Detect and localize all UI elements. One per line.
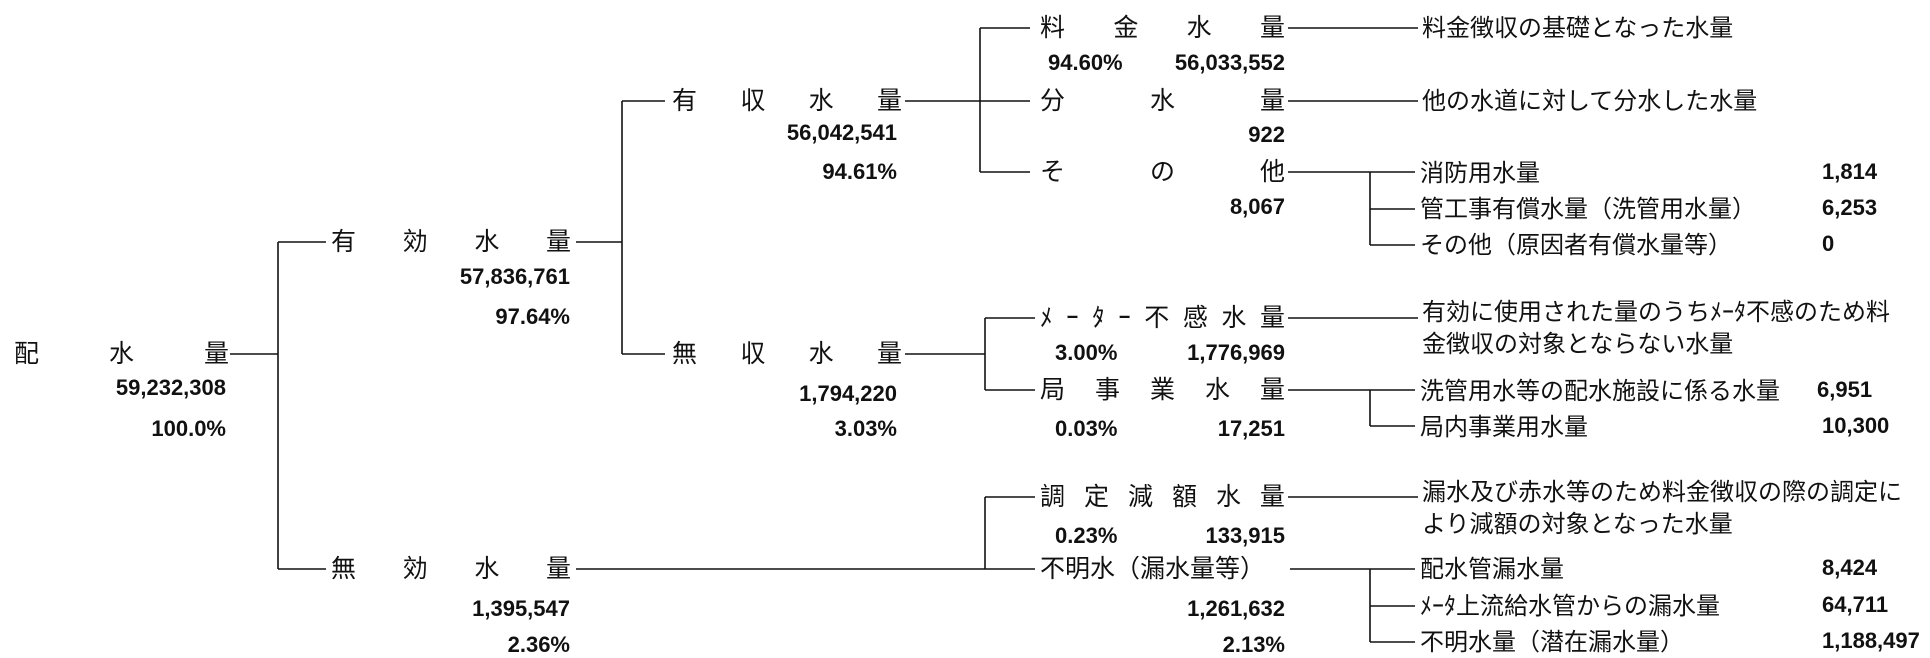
root-value: 59,232,308: [115, 375, 226, 400]
adjusted-value: 133,915: [1205, 523, 1285, 548]
bureau-use-value: 17,251: [1217, 416, 1285, 441]
pipe-work-label: 管工事有償水量（洗管用水量）: [1420, 195, 1756, 223]
latent-leak-label: 不明水量（潜在漏水量）: [1420, 628, 1684, 656]
billed-value: 56,033,552: [1174, 50, 1285, 75]
root-label: 配水量: [14, 339, 229, 368]
bureau-use-percent: 0.03%: [1055, 416, 1118, 441]
unknown-value: 1,261,632: [1187, 596, 1285, 621]
meter-insensitive-value: 1,776,969: [1187, 340, 1285, 365]
billed-desc: 料金徴収の基礎となった水量: [1422, 14, 1734, 42]
nonrevenue-value: 1,794,220: [799, 381, 897, 406]
revenue-other-value: 8,067: [1229, 194, 1285, 219]
ineffective-percent: 2.36%: [507, 632, 570, 657]
pipe-cleaning-label: 洗管用水等の配水施設に係る水量: [1420, 377, 1780, 405]
distributed-value: 922: [1248, 122, 1285, 147]
other-paid-value: 0: [1822, 231, 1835, 256]
ineffective-value: 1,395,547: [472, 596, 570, 621]
nonrevenue-percent: 3.03%: [834, 416, 897, 441]
internal-use-label: 局内事業用水量: [1420, 413, 1588, 441]
main-leak-label: 配水管漏水量: [1420, 555, 1564, 583]
service-pipe-leak-value: 64,711: [1822, 592, 1889, 617]
unknown-percent: 2.13%: [1222, 632, 1285, 657]
adjusted-desc: 漏水及び赤水等のため料金徴収の際の調定により減額の対象となった水量: [1422, 478, 1902, 538]
meter-insensitive-percent: 3.00%: [1055, 340, 1118, 365]
distributed-label: 分水量: [1040, 86, 1285, 115]
revenue-other-label: その他: [1040, 157, 1285, 186]
distributed-desc: 他の水道に対して分水した水量: [1422, 87, 1758, 115]
internal-use-value: 10,300: [1822, 413, 1890, 438]
unknown-label: 不明水（漏水量等）: [1040, 554, 1266, 583]
fire-use-label: 消防用水量: [1420, 159, 1540, 187]
revenue-label: 有収水量: [672, 86, 902, 115]
meter-insensitive-desc: 有効に使用された量のうちﾒｰﾀ不感のため料金徴収の対象とならない水量: [1422, 298, 1890, 358]
billed-percent: 94.60%: [1048, 50, 1123, 75]
other-paid-label: その他（原因者有償水量等）: [1420, 231, 1732, 259]
bureau-use-label: 局事業水量: [1040, 375, 1285, 404]
service-pipe-leak-label: ﾒｰﾀ上流給水管からの漏水量: [1420, 592, 1720, 620]
revenue-value: 56,042,541: [786, 120, 897, 145]
adjusted-percent: 0.23%: [1055, 523, 1118, 548]
adjusted-label: 調定減額水量: [1040, 482, 1285, 511]
effective-label: 有効水量: [331, 227, 571, 256]
meter-insensitive-label: ﾒｰﾀｰ不感水量: [1040, 303, 1285, 332]
pipe-cleaning-value: 6,951: [1817, 377, 1873, 402]
billed-label: 料金水量: [1040, 13, 1285, 42]
effective-value: 57,836,761: [459, 264, 570, 289]
root-percent: 100.0%: [151, 416, 226, 441]
pipe-work-value: 6,253: [1822, 195, 1878, 220]
fire-use-value: 1,814: [1822, 159, 1878, 184]
revenue-percent: 94.61%: [822, 159, 897, 184]
main-leak-value: 8,424: [1822, 555, 1878, 580]
ineffective-label: 無効水量: [331, 554, 571, 583]
effective-percent: 97.64%: [495, 304, 570, 329]
nonrevenue-label: 無収水量: [672, 339, 902, 368]
latent-leak-value: 1,188,497: [1822, 628, 1920, 653]
